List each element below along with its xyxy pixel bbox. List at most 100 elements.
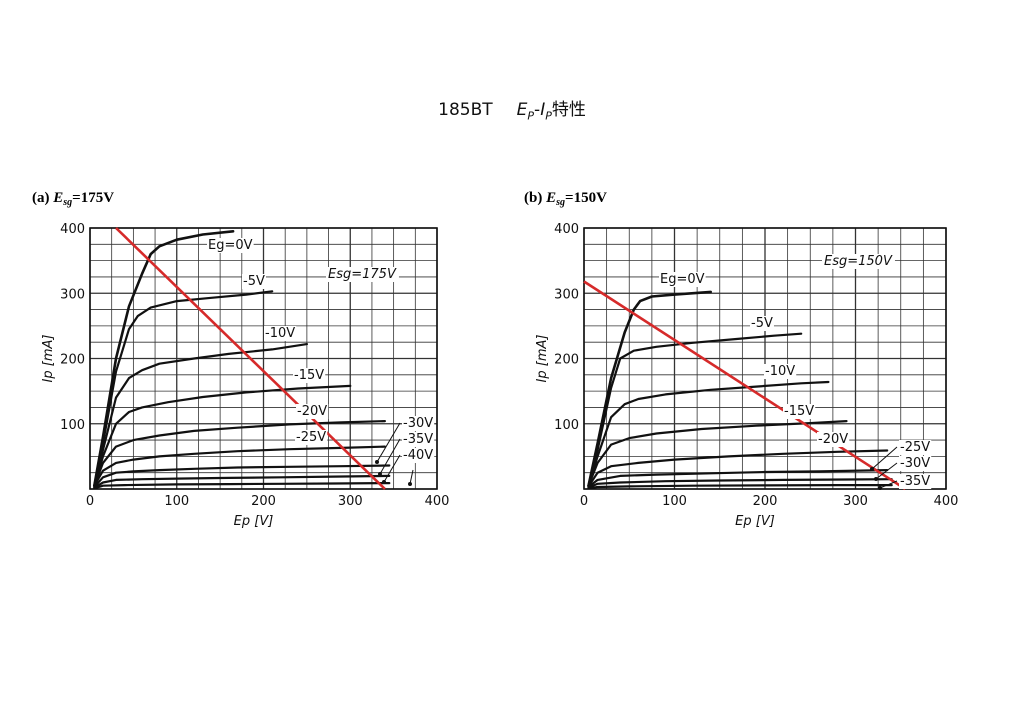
- curve-label-35v-bg: [899, 474, 932, 489]
- curve-label-35v-bg: [402, 432, 435, 447]
- panel-label: (b) Esg=150V: [524, 190, 607, 208]
- leader-arrowhead: [874, 477, 878, 481]
- y-tick-label: 200: [60, 353, 85, 368]
- x-axis-label: Ep [V]: [735, 514, 775, 529]
- x-tick-label: 0: [86, 494, 94, 509]
- curve-5v: [587, 332, 803, 487]
- leader-line: [376, 422, 401, 463]
- condition-value: =175V: [72, 190, 114, 206]
- load-line: [115, 227, 386, 490]
- leader-line: [409, 469, 414, 485]
- title-ip: IP: [540, 100, 552, 123]
- curve-label-15v: -15V: [294, 368, 324, 383]
- curve-label-10v: -10V: [765, 364, 795, 379]
- condition-value: =150V: [565, 190, 607, 206]
- curve-label-35v: -35V: [403, 432, 433, 447]
- y-tick-label: 200: [554, 353, 579, 368]
- y-axis-label: Ip [mA]: [41, 335, 56, 383]
- curve-35v: [587, 484, 893, 490]
- curve-label-40v-bg: [402, 448, 435, 463]
- leader-line: [871, 446, 898, 470]
- curve-eg0v: [587, 290, 713, 488]
- curve-label-5v: -5V: [243, 274, 265, 289]
- curve-10v: [587, 380, 830, 487]
- condition-sub: sg: [555, 197, 565, 208]
- curve-label-5v-bg: [242, 274, 266, 289]
- curve-label-0v: Eg=0V: [208, 238, 253, 253]
- leader-line: [383, 454, 401, 483]
- curve-label-25v-bg: [899, 440, 932, 455]
- curve-25v: [93, 445, 386, 487]
- curve-label-15v: -15V: [784, 404, 814, 419]
- curve-label-20v: -20V: [818, 432, 848, 447]
- curve-label-0v-bg: [207, 238, 254, 253]
- curve-20v: [587, 449, 889, 488]
- x-axis-label: Ep [V]: [234, 514, 274, 529]
- y-tick-label: 100: [60, 418, 85, 433]
- curve-label-15v-bg: [293, 368, 326, 383]
- curve-label-0v-bg: [659, 272, 706, 287]
- tube-name: 185BT: [438, 100, 493, 120]
- curve-40v: [93, 482, 391, 490]
- curve-label-25v-bg: [295, 430, 328, 445]
- param-label: Esg=150V: [824, 254, 893, 269]
- curve-label-20v-bg: [296, 404, 329, 419]
- param-label: Esg=175V: [328, 267, 397, 282]
- y-tick-label: 400: [554, 222, 579, 237]
- leader-line: [379, 438, 401, 475]
- leader-arrowhead: [408, 482, 412, 486]
- panel-id: (b): [524, 190, 546, 206]
- curve-label-15v-bg: [783, 404, 816, 419]
- leader-arrowhead: [382, 480, 386, 484]
- leader-arrowhead: [870, 467, 874, 471]
- leader-line: [875, 462, 898, 480]
- curve-label-10v-bg: [764, 364, 797, 379]
- load-line: [583, 280, 906, 491]
- plot-frame: [89, 227, 438, 490]
- x-tick-label: 0: [580, 494, 588, 509]
- y-tick-label: 300: [554, 287, 579, 302]
- leader-arrowhead: [375, 460, 379, 464]
- chart-panel-b: (b) Esg=150V 0 100 200 300 400 100 200 300 400 Ep …: [524, 190, 958, 529]
- curve-label-5v-bg: [750, 316, 774, 331]
- curve-15v: [93, 384, 352, 487]
- curve-label-20v-bg: [817, 432, 850, 447]
- curve-label-30v: -30V: [403, 416, 433, 431]
- panel-id: (a): [32, 190, 53, 206]
- param-label-bg: [822, 254, 895, 269]
- curve-label-35v: -35V: [900, 474, 930, 489]
- y-tick-label: 300: [60, 287, 85, 302]
- curve-label-5v: -5V: [751, 316, 773, 331]
- x-tick-label: 300: [338, 494, 363, 509]
- leader-line: [879, 480, 898, 489]
- curve-25v: [587, 469, 889, 489]
- page-title: 185BT EP-IP特性: [0, 95, 1024, 122]
- chart-panel-a: (a) Esg=175V 0 100 200 300 400 100 200 300 400 Ep …: [32, 190, 449, 529]
- curve-label-0v: Eg=0V: [660, 272, 705, 287]
- x-tick-label: 100: [164, 494, 189, 509]
- curve-label-30v: -30V: [900, 456, 930, 471]
- curve-5v: [93, 290, 274, 487]
- curve-label-25v: -25V: [900, 440, 930, 455]
- y-axis-label: Ip [mA]: [535, 335, 550, 383]
- title-dash: -: [534, 100, 541, 120]
- param-label-bg: [326, 267, 399, 282]
- curve-10v: [93, 343, 308, 487]
- condition-symbol: E: [545, 190, 556, 206]
- curve-label-30v-bg: [899, 456, 932, 471]
- leader-arrowhead: [878, 486, 882, 490]
- curve-label-10v: -10V: [265, 326, 295, 341]
- curve-30v: [587, 478, 893, 489]
- condition-symbol: E: [52, 190, 63, 206]
- curve-label-30v-bg: [402, 416, 435, 431]
- y-tick-label: 100: [554, 418, 579, 433]
- x-tick-label: 400: [934, 494, 959, 509]
- curve-label-25v: -25V: [296, 430, 326, 445]
- y-tick-label: 400: [60, 222, 85, 237]
- curve-eg0v: [93, 230, 235, 488]
- title-suffix: 特性: [551, 100, 586, 120]
- panel-label: (a) Esg=175V: [32, 190, 114, 208]
- x-tick-label: 200: [753, 494, 778, 509]
- x-tick-label: 300: [843, 494, 868, 509]
